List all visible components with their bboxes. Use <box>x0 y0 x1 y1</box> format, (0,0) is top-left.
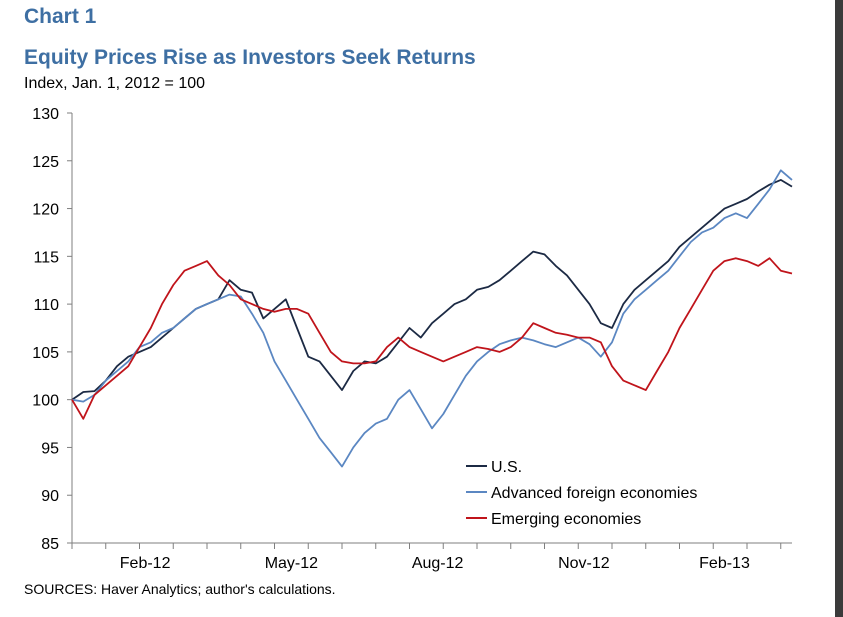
y-tick-label: 90 <box>41 488 59 505</box>
x-tick-label: Aug-12 <box>412 555 464 572</box>
window-edge <box>835 0 843 617</box>
x-tick-label: Feb-12 <box>120 555 171 572</box>
y-tick-label: 100 <box>32 393 59 410</box>
y-tick-label: 95 <box>41 440 59 457</box>
x-tick-label: Nov-12 <box>558 555 610 572</box>
y-tick-label: 130 <box>32 106 59 123</box>
series-lines <box>71 169 793 468</box>
y-tick-label: 125 <box>32 154 59 171</box>
y-tick-label: 115 <box>33 249 59 266</box>
legend-label-1: Advanced foreign economies <box>491 485 697 502</box>
series-line-2 <box>71 257 793 420</box>
sources-note: SOURCES: Haver Analytics; author's calcu… <box>24 581 336 597</box>
x-tick-label: Feb-13 <box>699 555 750 572</box>
x-tick-label: May-12 <box>265 555 318 572</box>
legend-label-0: U.S. <box>491 459 522 476</box>
y-axis: 85 90 95 100 105 110 115 120 125 130 <box>32 106 73 553</box>
y-tick-label: 85 <box>41 536 59 553</box>
y-tick-label: 105 <box>32 345 59 362</box>
chart-number: Chart 1 <box>24 5 97 28</box>
chart-title: Equity Prices Rise as Investors Seek Ret… <box>24 46 476 69</box>
series-line-1 <box>71 169 793 468</box>
x-axis: Feb-12 May-12 Aug-12 Nov-12 Feb-13 <box>71 542 792 572</box>
y-tick-label: 120 <box>32 202 59 219</box>
series-line-0 <box>71 178 793 401</box>
y-tick-label: 110 <box>33 297 59 314</box>
legend: U.S. Advanced foreign economies Emerging e… <box>466 459 697 528</box>
legend-label-2: Emerging economies <box>491 511 641 528</box>
y-axis-unit-label: Index, Jan. 1, 2012 = 100 <box>24 75 206 92</box>
